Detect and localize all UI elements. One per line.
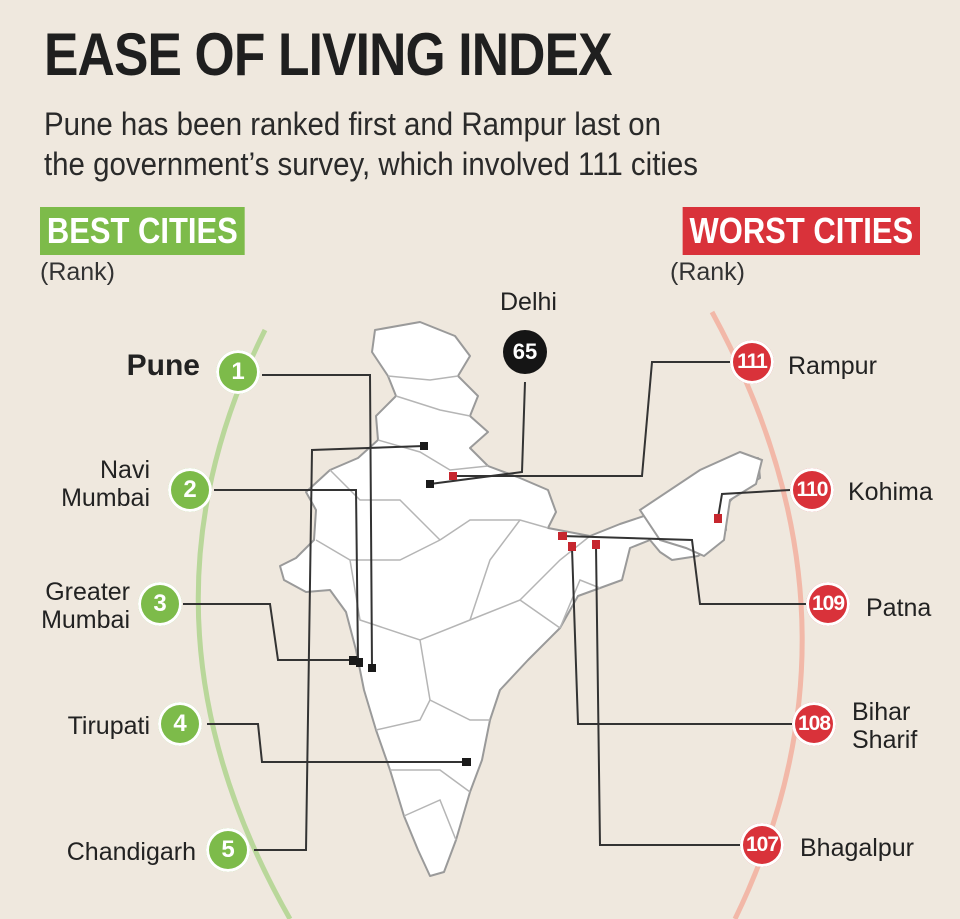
worst-cities-heading: WORST CITIES bbox=[682, 207, 920, 255]
worst-rank-note: (Rank) bbox=[670, 258, 746, 286]
subtitle-line-1: Pune has been ranked first and Rampur la… bbox=[44, 106, 661, 142]
state-borders bbox=[315, 375, 601, 841]
city-markers bbox=[349, 442, 471, 766]
best-city-name: Pune bbox=[126, 349, 200, 382]
subtitle: Pune has been ranked first and Rampur la… bbox=[44, 104, 698, 184]
best-city-name-line: Greater bbox=[45, 578, 130, 606]
best-city-name: Greater Mumbai bbox=[0, 578, 130, 634]
worst-rank-badge: 107 bbox=[740, 823, 784, 867]
worst-markers bbox=[449, 472, 722, 551]
worst-city-name: Kohima bbox=[848, 478, 933, 506]
delhi-rank-badge: 65 bbox=[503, 330, 547, 374]
best-cities-heading: BEST CITIES bbox=[40, 207, 245, 255]
worst-city-name: Bhagalpur bbox=[800, 834, 914, 862]
best-city-name: Chandigarh bbox=[66, 838, 196, 866]
best-arc bbox=[195, 328, 293, 919]
delhi-label: Delhi bbox=[500, 288, 557, 316]
best-city-name-line: Mumbai bbox=[61, 484, 150, 512]
best-rank-badge: 5 bbox=[206, 828, 250, 872]
page-title: EASE OF LIVING INDEX bbox=[44, 21, 613, 88]
worst-rank-badge: 111 bbox=[730, 340, 774, 384]
best-rank-badge: 4 bbox=[158, 702, 202, 746]
worst-rank-badge: 109 bbox=[806, 582, 850, 626]
best-city-name-line: Mumbai bbox=[41, 606, 130, 634]
worst-rank-badge: 108 bbox=[792, 702, 836, 746]
worst-city-name: Bihar Sharif bbox=[852, 698, 917, 754]
worst-city-name: Rampur bbox=[788, 352, 877, 380]
best-city-name-line: Navi bbox=[99, 456, 150, 484]
worst-city-name: Patna bbox=[866, 594, 932, 622]
subtitle-line-2: the government’s survey, which involved … bbox=[44, 146, 699, 182]
best-rank-badge: 1 bbox=[216, 350, 260, 394]
best-connectors bbox=[183, 374, 466, 851]
worst-rank-badge: 110 bbox=[790, 468, 834, 512]
northeast-region bbox=[638, 450, 764, 558]
best-city-name: Navi Mumbai bbox=[20, 456, 150, 512]
best-rank-badge: 3 bbox=[138, 582, 182, 626]
best-rank-badge: 2 bbox=[168, 468, 212, 512]
best-rank-note: (Rank) bbox=[40, 258, 116, 286]
best-city-name: Tirupati bbox=[67, 712, 150, 740]
worst-connectors bbox=[429, 361, 806, 846]
worst-city-name-line: Bihar bbox=[852, 698, 911, 726]
worst-city-name-line: Sharif bbox=[852, 726, 918, 754]
